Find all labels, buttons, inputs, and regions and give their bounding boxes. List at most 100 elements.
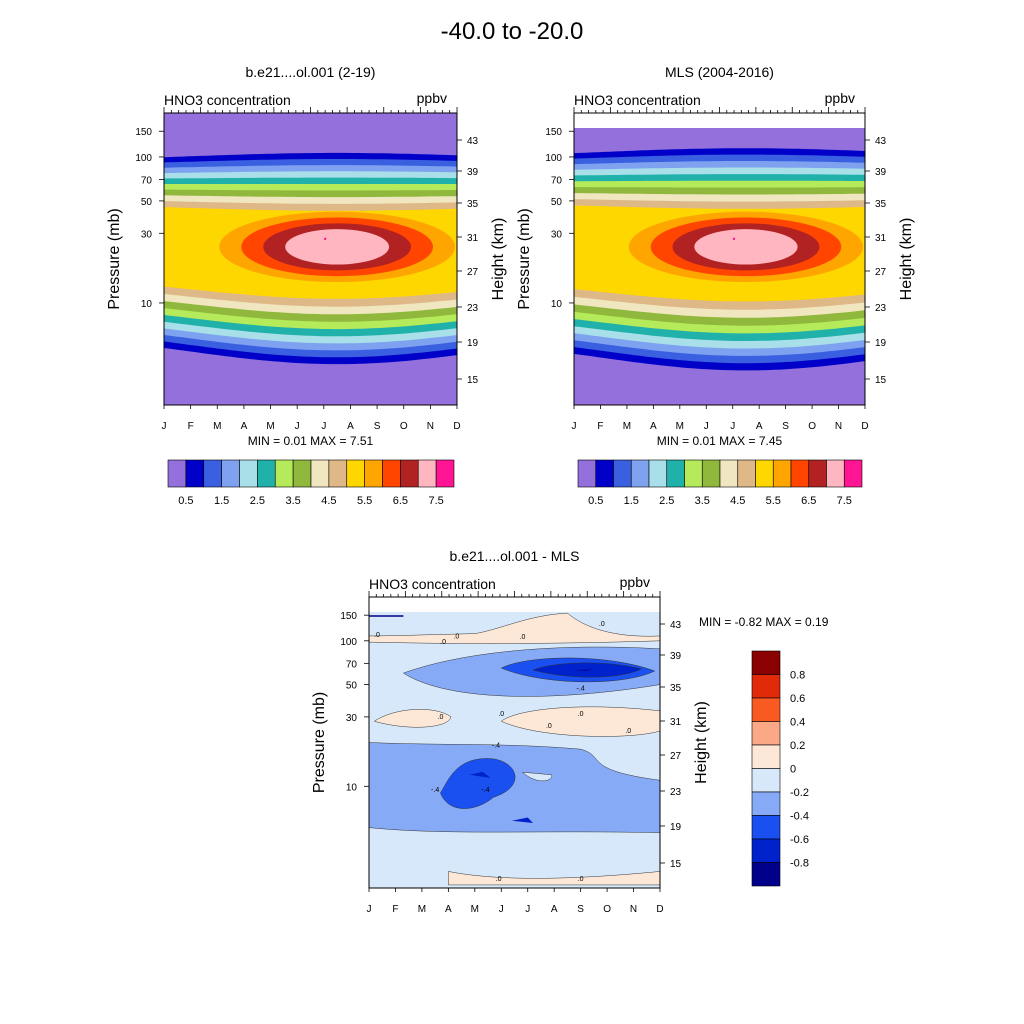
- month-label: J: [367, 904, 372, 915]
- pressure-label: 50: [346, 681, 358, 692]
- colorbar-label: 7.5: [428, 495, 443, 507]
- colorbar-swatch: [364, 459, 383, 488]
- pressure-label: 10: [346, 782, 358, 793]
- colorbar-swatch: [292, 459, 312, 488]
- band-pos-left: [373, 709, 452, 728]
- colorbar-label: 0.6: [790, 693, 805, 705]
- contour-label: -.4: [431, 787, 439, 794]
- band-neg04-small: [511, 817, 534, 823]
- contour-label: .0: [440, 639, 446, 646]
- month-label: J: [162, 421, 167, 432]
- height-label: 31: [467, 233, 479, 244]
- pressure-label: 70: [141, 176, 153, 187]
- colorbar-label: -0.2: [790, 787, 809, 799]
- height-label: 39: [467, 167, 479, 178]
- difference-fill-group: .0 .0 .0 .0 .0 .0 .0 .0 .0 .0 .0 .0 -.4 -.4 -.4 -.4: [369, 612, 660, 888]
- month-label: F: [188, 421, 194, 432]
- panel-title: b.e21....ol.001 - MLS: [450, 548, 580, 564]
- month-label: J: [499, 904, 504, 915]
- colorbar-swatch: [751, 768, 781, 793]
- pressure-label: 70: [551, 176, 563, 187]
- height-label: 31: [875, 233, 887, 244]
- colorbar-swatch: [751, 697, 781, 722]
- month-label: A: [347, 421, 354, 432]
- contour-label: -.4: [481, 787, 489, 794]
- month-label: M: [471, 904, 479, 915]
- colorbar-label: 2.5: [659, 495, 674, 507]
- colorbar-swatch: [751, 838, 781, 863]
- month-label: S: [374, 421, 381, 432]
- colorbar-swatch: [684, 459, 703, 488]
- axes-1: J F M A M J J A S O N D 10 30 50 70 100 150 43 39 35 31 27 23 19…: [106, 64, 507, 432]
- colorbar-swatch: [737, 459, 756, 488]
- colorbar-swatch: [751, 721, 781, 746]
- month-label: J: [572, 421, 577, 432]
- colorbar-3: 0.8 0.6 0.4 0.2 0 -0.2 -0.4 -0.6 -0.8 MIN = -0.82…: [699, 615, 829, 887]
- panel-title: MLS (2004-2016): [665, 64, 774, 80]
- band-neg02-upper: [369, 742, 660, 833]
- y-axis-label-right: Height (km): [490, 218, 507, 301]
- contour-label: .0: [578, 711, 584, 718]
- pressure-label: 70: [346, 659, 358, 670]
- colorbar-label: 1.5: [624, 495, 639, 507]
- colorbar-swatch: [843, 459, 863, 488]
- height-label: 19: [875, 338, 887, 349]
- min-max-label: MIN = 0.01 MAX = 7.51: [248, 434, 374, 448]
- y-axis-label-right: Height (km): [898, 218, 915, 301]
- y-axis-label-left: Pressure (mb): [311, 692, 328, 793]
- pressure-label: 150: [545, 127, 562, 138]
- colorbar-label: 4.5: [321, 495, 336, 507]
- colorbar-swatch: [755, 459, 774, 488]
- contour-label: .0: [578, 876, 584, 883]
- pressure-label: 100: [340, 637, 357, 648]
- colorbar-swatch: [719, 459, 739, 488]
- band-neg06-small: [469, 771, 491, 779]
- pressure-label: 30: [346, 713, 358, 724]
- contour-label: .0: [496, 876, 502, 883]
- band-pos-mid: [500, 706, 660, 737]
- height-label: 15: [875, 375, 887, 386]
- colorbar-swatch: [613, 459, 632, 488]
- month-label: O: [808, 421, 816, 432]
- contour-label: -.4: [492, 743, 500, 750]
- colorbar-label: 1.5: [214, 495, 229, 507]
- pressure-label: 150: [135, 127, 152, 138]
- month-label: A: [445, 904, 452, 915]
- colorbar-label: 2.5: [250, 495, 265, 507]
- height-label: 43: [875, 136, 887, 147]
- pressure-label: 150: [340, 611, 357, 622]
- contour-label: .0: [546, 723, 552, 730]
- colorbar-swatch: [310, 459, 330, 488]
- colorbar-swatch: [577, 459, 597, 488]
- colorbar-label: 6.5: [801, 495, 816, 507]
- height-label: 27: [467, 267, 479, 278]
- contour-fill-group: [574, 128, 865, 405]
- colorbar-swatch: [648, 459, 668, 488]
- colorbar-swatch: [751, 650, 781, 675]
- month-label: M: [623, 421, 631, 432]
- colorbar-swatch: [346, 459, 365, 488]
- month-label: M: [213, 421, 221, 432]
- month-label: N: [835, 421, 842, 432]
- month-label: N: [630, 904, 637, 915]
- colorbar-swatch: [751, 862, 781, 887]
- colorbar-swatch: [595, 459, 614, 488]
- panel-title: b.e21....ol.001 (2-19): [246, 64, 376, 80]
- month-label: J: [704, 421, 709, 432]
- units-label: ppbv: [417, 90, 447, 106]
- band-zero-spot: [521, 771, 552, 782]
- height-label: 35: [670, 683, 682, 694]
- axes-2: J F M A M J J A S O N D 10 30 50 70 100 150 43 39 35 31 27 23 19…: [516, 64, 915, 432]
- colorbar-label: 5.5: [357, 495, 372, 507]
- colorbar-label: 0.2: [790, 740, 805, 752]
- month-label: F: [597, 421, 603, 432]
- colorbar-label: 0.5: [588, 495, 603, 507]
- colorbar-label: -0.6: [790, 834, 809, 846]
- month-label: D: [656, 904, 663, 915]
- colorbar-2: 0.5 1.5 2.5 3.5 4.5 5.5 6.5 7.5 MIN = 0.01 MAX =…: [577, 434, 863, 507]
- month-label: M: [676, 421, 684, 432]
- contour-band-14: [694, 229, 798, 265]
- y-axis-label-left: Pressure (mb): [106, 208, 123, 309]
- min-max-label: MIN = 0.01 MAX = 7.45: [657, 434, 783, 448]
- month-label: A: [551, 904, 558, 915]
